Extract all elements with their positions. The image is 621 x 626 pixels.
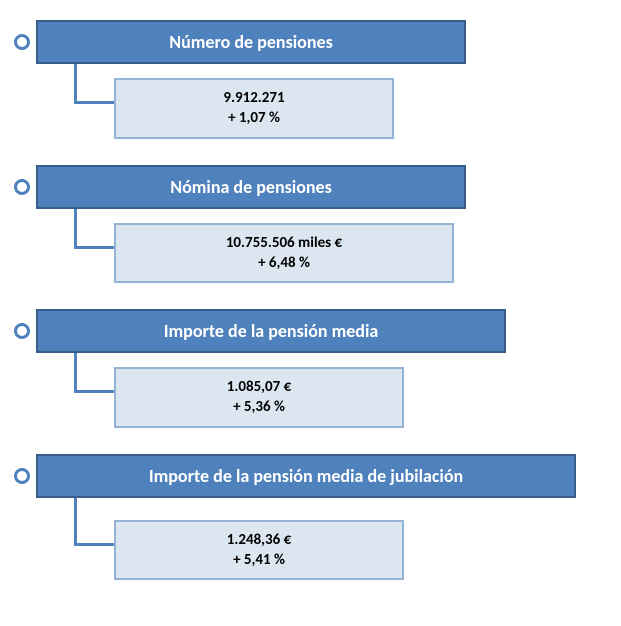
value-line: 10.755.506 miles € bbox=[126, 233, 442, 253]
data-box: 1.248,36 €+ 5,41 % bbox=[114, 520, 404, 581]
connector-line bbox=[74, 64, 114, 104]
info-block: Importe de la pensión media de jubilació… bbox=[14, 454, 601, 581]
connector-line bbox=[74, 353, 114, 393]
block-title: Importe de la pensión media bbox=[36, 309, 506, 353]
connector-line bbox=[74, 209, 114, 249]
connector-line bbox=[74, 498, 114, 546]
change-line: + 5,41 % bbox=[126, 550, 392, 570]
block-title: Número de pensiones bbox=[36, 20, 466, 64]
data-box: 9.912.271+ 1,07 % bbox=[114, 78, 394, 139]
value-line: 1.085,07 € bbox=[126, 377, 392, 397]
value-line: 1.248,36 € bbox=[126, 530, 392, 550]
value-line: 9.912.271 bbox=[126, 88, 382, 108]
bullet-icon bbox=[14, 468, 30, 484]
change-line: + 1,07 % bbox=[126, 108, 382, 128]
block-title: Importe de la pensión media de jubilació… bbox=[36, 454, 576, 498]
bullet-icon bbox=[14, 34, 30, 50]
change-line: + 5,36 % bbox=[126, 397, 392, 417]
info-block: Importe de la pensión media 1.085,07 €+ 5… bbox=[14, 309, 601, 428]
bullet-icon bbox=[14, 323, 30, 339]
info-block: Número de pensiones 9.912.271+ 1,07 % bbox=[14, 20, 601, 139]
pension-summary-diagram: Número de pensiones 9.912.271+ 1,07 % Nómi… bbox=[14, 20, 601, 580]
data-box: 1.085,07 €+ 5,36 % bbox=[114, 367, 404, 428]
change-line: + 6,48 % bbox=[126, 253, 442, 273]
data-box: 10.755.506 miles €+ 6,48 % bbox=[114, 223, 454, 284]
info-block: Nómina de pensiones 10.755.506 miles €+ 6… bbox=[14, 165, 601, 284]
block-title: Nómina de pensiones bbox=[36, 165, 466, 209]
bullet-icon bbox=[14, 179, 30, 195]
